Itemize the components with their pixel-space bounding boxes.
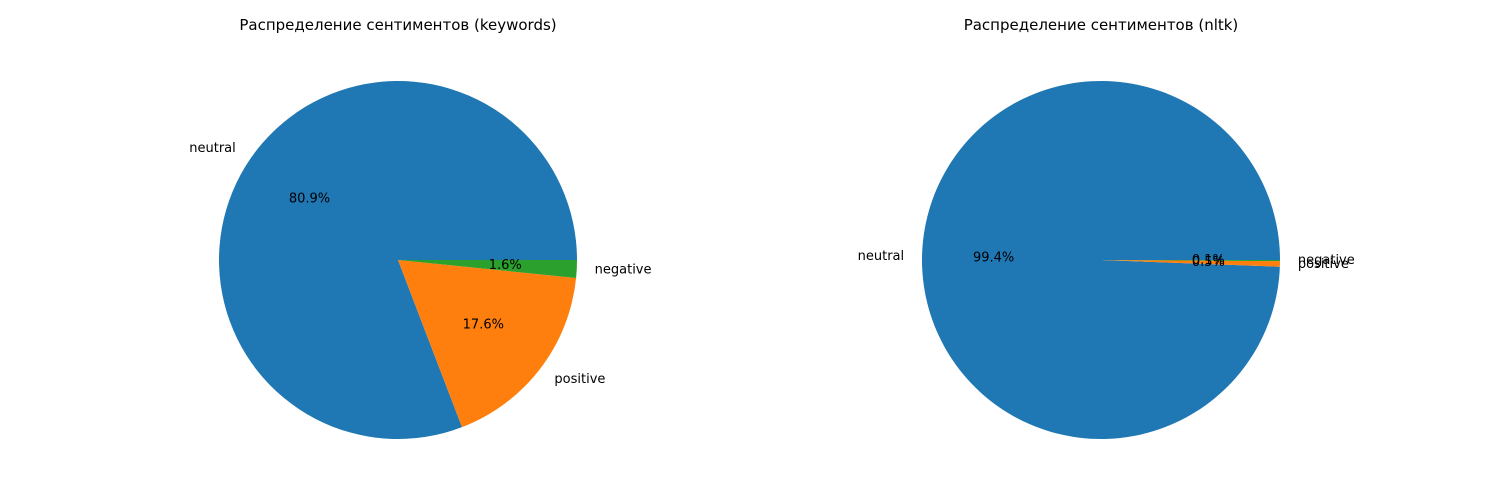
pie-chart-keywords: Распределение сентиментов (keywords) neu… <box>189 16 652 440</box>
pie-slice-neutral <box>218 81 577 440</box>
pie-slice-negative <box>398 260 577 278</box>
slice-label-negative: negative <box>1298 253 1355 268</box>
chart-title: Распределение сентиментов (keywords) <box>239 16 556 34</box>
slice-label-positive: positive <box>554 372 605 387</box>
labels: neutral 99.4% positive 0.5% negative 0.1% <box>858 249 1355 272</box>
pie-slice-neutral <box>922 81 1280 440</box>
pie-chart-nltk: Распределение сентиментов (nltk) neutral… <box>858 16 1355 440</box>
slice-percent-positive: 17.6% <box>463 318 504 333</box>
slices <box>218 81 577 440</box>
pie-slice-negative <box>1101 260 1280 262</box>
slice-label-negative: negative <box>595 262 652 277</box>
slice-label-positive: positive <box>1298 257 1349 272</box>
pie-slice-positive <box>1101 260 1280 267</box>
slices <box>922 81 1280 440</box>
slice-label-neutral: neutral <box>858 249 905 264</box>
slice-percent-neutral: 80.9% <box>289 192 330 207</box>
slice-percent-negative: 1.6% <box>489 258 522 273</box>
slice-label-neutral: neutral <box>189 141 236 156</box>
labels: neutral 80.9% positive 17.6% negative 1.6% <box>189 141 651 387</box>
slice-percent-negative: 0.1% <box>1192 253 1225 268</box>
pie-slice-positive <box>398 260 577 428</box>
slice-percent-neutral: 99.4% <box>973 250 1014 265</box>
chart-title: Распределение сентиментов (nltk) <box>964 16 1239 34</box>
slice-percent-positive: 0.5% <box>1192 255 1225 270</box>
